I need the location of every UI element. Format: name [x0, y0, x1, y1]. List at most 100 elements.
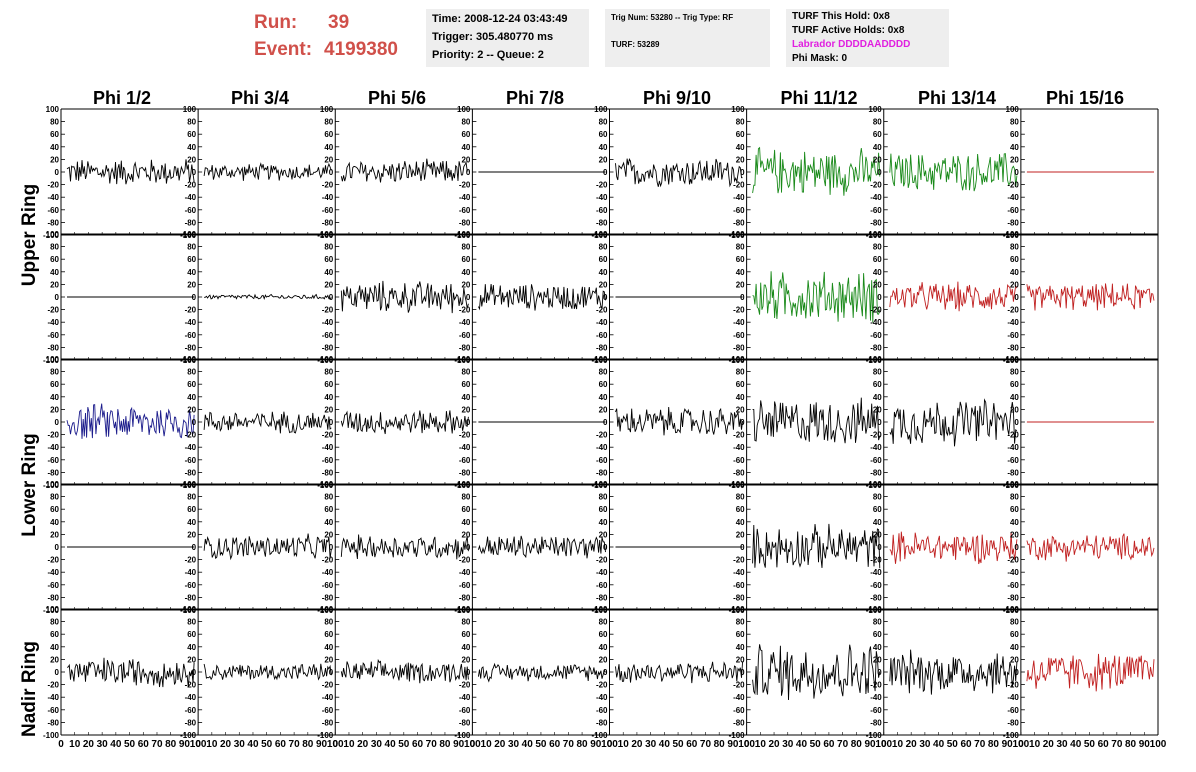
x-tick-label: 20 [631, 739, 643, 750]
y-tick-label: -100 [591, 731, 608, 740]
waveform-panel: 100 80 60 40 20 0 -20 -40 -60 -80 -100 [43, 105, 199, 240]
y-tick-label: -60 [322, 206, 334, 215]
x-tick-label: 80 [577, 739, 589, 750]
waveform-trace [477, 535, 606, 559]
y-tick-label: 0 [603, 293, 608, 302]
x-tick-label: 60 [686, 739, 698, 750]
waveform-trace [889, 531, 1018, 565]
y-tick-label: -100 [729, 231, 746, 240]
x-tick-label: 60 [960, 739, 972, 750]
y-tick-label: 40 [873, 268, 882, 277]
y-tick-label: -60 [733, 331, 745, 340]
waveform-panel: 100 80 60 40 20 0 -20 -40 -60 -80 -100 [1003, 230, 1159, 365]
y-tick-label: -60 [185, 456, 197, 465]
y-tick-label: -20 [185, 556, 197, 565]
x-tick-label: 100 [327, 739, 344, 750]
x-tick-label: 0 [332, 739, 338, 750]
y-tick-label: -100 [180, 481, 197, 490]
y-tick-label: 40 [873, 643, 882, 652]
y-tick-label: 100 [183, 605, 197, 614]
y-tick-label: -20 [733, 306, 745, 315]
x-tick-label: 40 [110, 739, 122, 750]
y-tick-label: -100 [317, 356, 334, 365]
y-tick-label: 20 [1010, 155, 1019, 164]
y-tick-label: 100 [46, 480, 60, 489]
y-tick-label: -40 [1007, 318, 1019, 327]
y-tick-label: 60 [599, 630, 608, 639]
x-tick-label: 90 [727, 739, 739, 750]
y-tick-label: 60 [324, 380, 333, 389]
waveform-panel: 100 80 60 40 20 0 -20 -40 -60 -80 -100 [180, 230, 336, 365]
y-tick-label: 80 [50, 118, 59, 127]
y-tick-label: 100 [594, 105, 608, 114]
x-tick-label: 30 [782, 739, 794, 750]
y-tick-label: -100 [591, 356, 608, 365]
waveform-trace [752, 271, 881, 323]
y-tick-label: -80 [185, 593, 197, 602]
y-tick-label: 20 [736, 655, 745, 664]
y-tick-label: -100 [591, 481, 608, 490]
y-tick-label: 20 [324, 530, 333, 539]
y-tick-label: -20 [870, 681, 882, 690]
waveform-trace [66, 403, 195, 439]
y-tick-label: 40 [50, 518, 59, 527]
y-tick-label: -80 [1007, 718, 1019, 727]
y-tick-label: 40 [324, 268, 333, 277]
x-tick-label: 50 [124, 739, 136, 750]
y-tick-label: -80 [185, 718, 197, 727]
y-tick-label: 0 [877, 293, 882, 302]
y-tick-label: 20 [187, 155, 196, 164]
y-tick-label: -20 [1007, 556, 1019, 565]
y-tick-label: -100 [454, 731, 471, 740]
y-tick-label: 100 [183, 480, 197, 489]
x-tick-label: 0 [1018, 739, 1024, 750]
x-tick-label: 90 [1002, 739, 1014, 750]
waveform-panel: 100 80 60 40 20 0 -20 -40 -60 -80 -100 [591, 480, 747, 615]
y-tick-label: -80 [870, 468, 882, 477]
y-tick-label: -20 [459, 306, 471, 315]
y-tick-label: 40 [873, 393, 882, 402]
y-tick-label: -40 [596, 568, 608, 577]
waveform-panel: 100 80 60 40 20 0 -20 -40 -60 -80 -100 [1003, 105, 1159, 240]
x-tick-label: 80 [302, 739, 314, 750]
y-tick-label: 100 [594, 605, 608, 614]
y-tick-label: 100 [868, 230, 882, 239]
y-tick-label: 60 [873, 505, 882, 514]
y-tick-label: 40 [324, 643, 333, 652]
y-tick-label: -60 [733, 456, 745, 465]
y-tick-label: 60 [50, 130, 59, 139]
y-tick-label: -60 [733, 581, 745, 590]
y-tick-label: 80 [1010, 118, 1019, 127]
column-header-phi-15-16: Phi 15/16 [1045, 88, 1125, 108]
y-tick-label: 20 [873, 405, 882, 414]
y-tick-label: -20 [870, 431, 882, 440]
y-tick-label: -100 [317, 606, 334, 615]
y-tick-label: -60 [185, 581, 197, 590]
y-tick-label: 20 [461, 280, 470, 289]
y-tick-label: 20 [1010, 280, 1019, 289]
y-tick-label: 0 [466, 168, 471, 177]
y-tick-label: -40 [870, 318, 882, 327]
y-tick-label: 60 [736, 255, 745, 264]
x-tick-label: 30 [1056, 739, 1068, 750]
waveform-trace [752, 644, 881, 701]
y-tick-label: -40 [322, 568, 334, 577]
y-tick-label: -60 [185, 331, 197, 340]
waveform-panel: 100 80 60 40 20 0 -20 -40 -60 -80 -100 [43, 230, 199, 365]
y-tick-label: 20 [461, 155, 470, 164]
y-tick-label: 60 [873, 380, 882, 389]
y-tick-label: 40 [599, 518, 608, 527]
y-tick-label: -60 [459, 206, 471, 215]
y-tick-label: -20 [733, 681, 745, 690]
waveform-panel: 100 80 60 40 20 0 -20 -40 -60 -80 -100 [43, 480, 199, 615]
y-tick-label: -60 [459, 456, 471, 465]
y-tick-label: 0 [55, 543, 60, 552]
priority-text: Priority: 2 -- Queue: 2 [432, 49, 544, 61]
x-tick-label: 60 [549, 739, 561, 750]
waveform-panel: 100 80 60 40 20 0 -20 -40 -60 -80 -100 [317, 230, 473, 365]
y-tick-label: -80 [1007, 343, 1019, 352]
waveform-trace [752, 523, 881, 569]
